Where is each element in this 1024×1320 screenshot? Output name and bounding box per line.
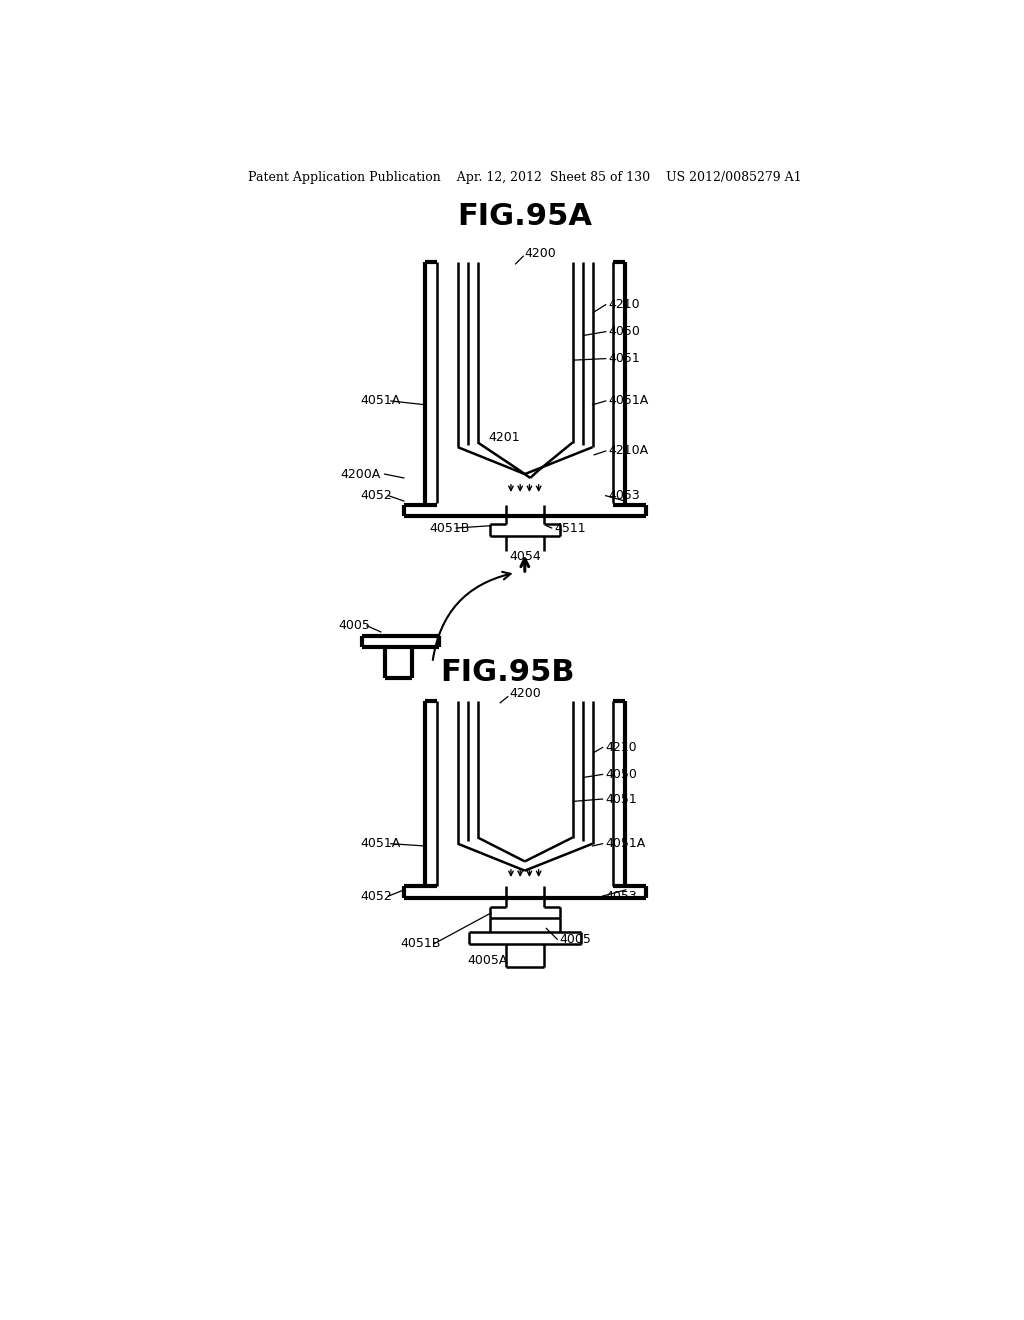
Text: 4005: 4005 <box>339 619 371 632</box>
Text: 4051A: 4051A <box>608 395 648 408</box>
Text: 4053: 4053 <box>608 490 640 502</box>
Text: 4050: 4050 <box>608 325 640 338</box>
Text: 4210: 4210 <box>605 741 637 754</box>
FancyArrowPatch shape <box>433 572 511 660</box>
Text: 4200A: 4200A <box>340 467 380 480</box>
Text: 4210: 4210 <box>608 298 640 312</box>
Text: FIG.95A: FIG.95A <box>458 202 592 231</box>
Text: 4511: 4511 <box>554 521 586 535</box>
Text: 4052: 4052 <box>360 890 392 903</box>
Text: FIG.95B: FIG.95B <box>440 659 575 688</box>
Text: 4053: 4053 <box>605 890 637 903</box>
Text: 4051A: 4051A <box>605 837 645 850</box>
Text: 4051B: 4051B <box>400 937 440 950</box>
Text: 4051: 4051 <box>608 352 640 366</box>
Text: 4051A: 4051A <box>360 395 400 408</box>
Text: 4054: 4054 <box>509 550 541 564</box>
Text: 4210A: 4210A <box>608 445 648 458</box>
Text: 4200: 4200 <box>524 247 557 260</box>
Text: 4005: 4005 <box>559 933 591 945</box>
Text: 4050: 4050 <box>605 768 637 781</box>
Text: 4051A: 4051A <box>360 837 400 850</box>
Text: 4051B: 4051B <box>429 521 470 535</box>
Text: 4005A: 4005A <box>468 954 508 968</box>
Text: 4051: 4051 <box>605 792 637 805</box>
Text: 4200: 4200 <box>509 686 541 700</box>
Text: Patent Application Publication    Apr. 12, 2012  Sheet 85 of 130    US 2012/0085: Patent Application Publication Apr. 12, … <box>248 172 802 185</box>
Text: 4201: 4201 <box>488 430 520 444</box>
Text: 4052: 4052 <box>360 490 392 502</box>
